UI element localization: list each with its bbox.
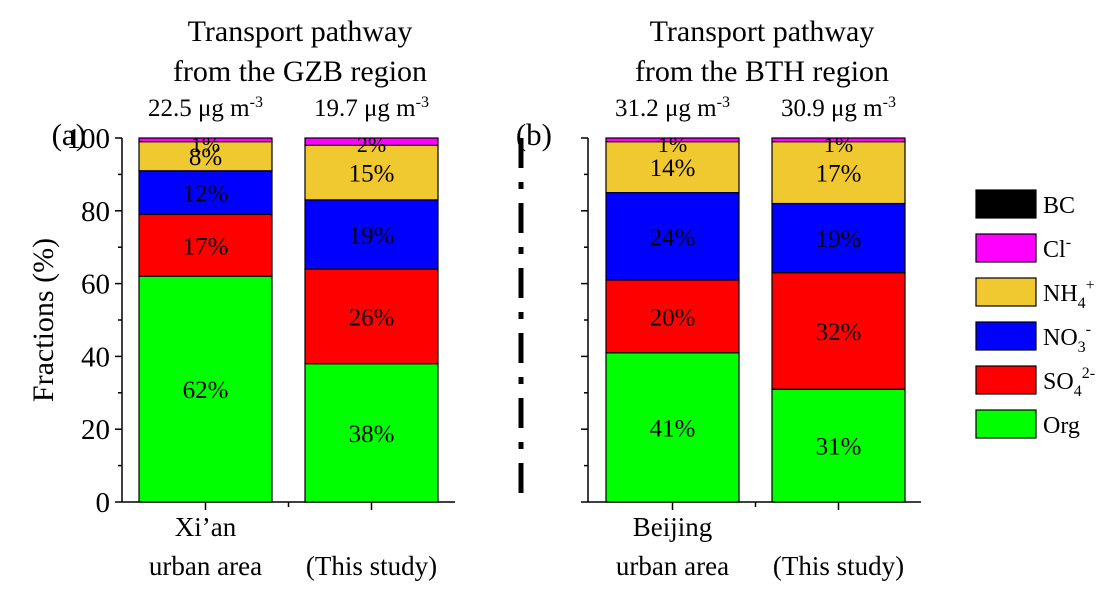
data-label-so4: 20%: [650, 304, 696, 331]
data-label-no3: 19%: [349, 222, 395, 249]
data-label-so4: 26%: [349, 304, 395, 331]
data-label-so4: 32%: [816, 319, 862, 346]
mass-concentration-label: 22.5 μg m-3: [148, 94, 263, 122]
data-label-no3: 19%: [816, 226, 862, 253]
data-label-nh4: 8%: [189, 144, 222, 171]
data-label-cl: 1%: [658, 132, 687, 157]
data-label-nh4: 17%: [816, 161, 862, 188]
x-category-label: Xi’an: [175, 512, 237, 542]
bar-segment-cl: [605, 137, 740, 143]
y-tick-label: 0: [96, 487, 111, 519]
legend-label-cl: Cl-: [1043, 234, 1071, 263]
x-category-label: urban area: [149, 551, 262, 581]
y-axis-label: Fractions (%): [27, 238, 60, 402]
legend: BC Cl- NH4+ NO3- SO42- Org: [975, 189, 1095, 439]
legend-swatch-nh4: [975, 277, 1037, 307]
legend-swatch-so4: [975, 365, 1037, 395]
bar-segment-no3: [605, 192, 740, 281]
bar-segment-nh4: [771, 141, 906, 205]
bar-segment-cl: [304, 137, 439, 146]
chart-title-line: Transport pathway: [650, 15, 875, 48]
bar-segment-no3: [771, 202, 906, 274]
mass-concentration-label: 19.7 μg m-3: [314, 94, 429, 122]
data-label-org: 62%: [183, 377, 229, 404]
x-category-label: Beijing: [633, 512, 713, 542]
bar-segment-cl: [771, 137, 906, 143]
bar-segment-nh4: [138, 141, 273, 172]
bar-segment-nh4: [605, 141, 740, 194]
bar-segment-org: [605, 352, 740, 503]
bar-segment-so4: [771, 272, 906, 390]
legend-label-nh4: NH4+: [1043, 277, 1095, 312]
data-label-cl: 1%: [824, 132, 853, 157]
y-tick-label: 60: [81, 269, 110, 301]
data-label-nh4: 14%: [650, 155, 696, 182]
data-label-org: 41%: [650, 415, 696, 442]
mass-concentration-label: 30.9 μg m-3: [781, 94, 896, 122]
bar-segment-org: [304, 363, 439, 503]
bar-segment-so4: [304, 268, 439, 365]
x-category-label: (This study): [773, 551, 904, 581]
mass-concentration-label: 31.2 μg m-3: [615, 94, 730, 122]
data-label-cl: 2%: [357, 132, 386, 157]
y-tick-label: 80: [81, 196, 110, 228]
chart-title-line: from the BTH region: [635, 55, 889, 88]
x-category-label: urban area: [616, 551, 729, 581]
legend-swatch-bc: [975, 189, 1037, 219]
data-label-no3: 24%: [650, 224, 696, 251]
chart-title-line: Transport pathway: [188, 15, 413, 48]
data-label-org: 38%: [349, 421, 395, 448]
bar-segment-so4: [138, 213, 273, 277]
x-category-label: (This study): [306, 551, 437, 581]
legend-label-org: Org: [1043, 413, 1080, 439]
bar-segment-nh4: [304, 144, 439, 201]
bar-segment-org: [771, 388, 906, 503]
legend-label-so4: SO42-: [1043, 365, 1095, 400]
y-tick-label: 20: [81, 414, 110, 446]
panel-label: (a): [52, 117, 86, 152]
data-label-nh4: 15%: [349, 161, 395, 188]
bar-segment-no3: [138, 170, 273, 216]
data-label-cl: 1%: [191, 132, 220, 157]
bar-segment-no3: [304, 199, 439, 270]
y-tick-label: 100: [67, 123, 111, 155]
data-label-no3: 12%: [183, 181, 229, 208]
legend-swatch-cl: [975, 233, 1037, 263]
data-label-org: 31%: [816, 434, 862, 461]
panel-a: Transport pathway from the GZB region (a) 0…: [27, 15, 455, 581]
legend-swatch-org: [975, 409, 1037, 439]
bar-segment-org: [138, 275, 273, 503]
legend-label-no3: NO3-: [1043, 321, 1091, 356]
chart-title-line: from the GZB region: [173, 55, 427, 88]
legend-label-bc: BC: [1043, 193, 1075, 219]
y-tick-label: 40: [81, 341, 110, 373]
bar-segment-cl: [138, 137, 273, 143]
data-label-so4: 17%: [183, 233, 229, 260]
legend-swatch-no3: [975, 321, 1037, 351]
